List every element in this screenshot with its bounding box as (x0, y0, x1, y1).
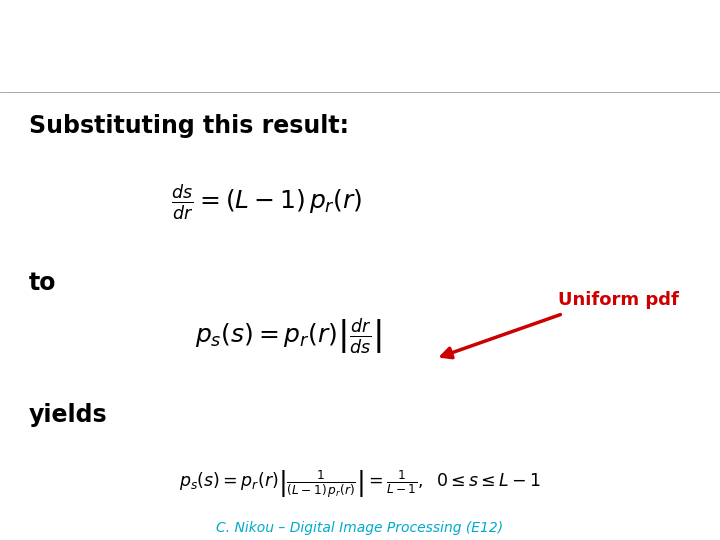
Text: $\frac{ds}{dr} = (L-1)\,p_r(r)$: $\frac{ds}{dr} = (L-1)\,p_r(r)$ (171, 181, 362, 221)
Text: C. Nikou – Digital Image Processing (E12): C. Nikou – Digital Image Processing (E12… (217, 521, 503, 535)
Text: $p_s(s) = p_r(r)\left|\frac{1}{(L-1)\,p_r(r)}\right| = \frac{1}{L-1},\;\; 0 \leq: $p_s(s) = p_r(r)\left|\frac{1}{(L-1)\,p_… (179, 468, 541, 500)
Text: Uniform pdf: Uniform pdf (558, 291, 679, 309)
Text: Histogram Equalisation (cont...): Histogram Equalisation (cont...) (130, 32, 655, 60)
Text: $p_s(s) = p_r(r)\left|\frac{dr}{ds}\right|$: $p_s(s) = p_r(r)\left|\frac{dr}{ds}\righ… (194, 316, 382, 356)
Text: Substituting this result:: Substituting this result: (29, 114, 348, 138)
Text: 22: 22 (17, 36, 48, 56)
Text: yields: yields (29, 403, 107, 427)
Text: to: to (29, 271, 56, 295)
